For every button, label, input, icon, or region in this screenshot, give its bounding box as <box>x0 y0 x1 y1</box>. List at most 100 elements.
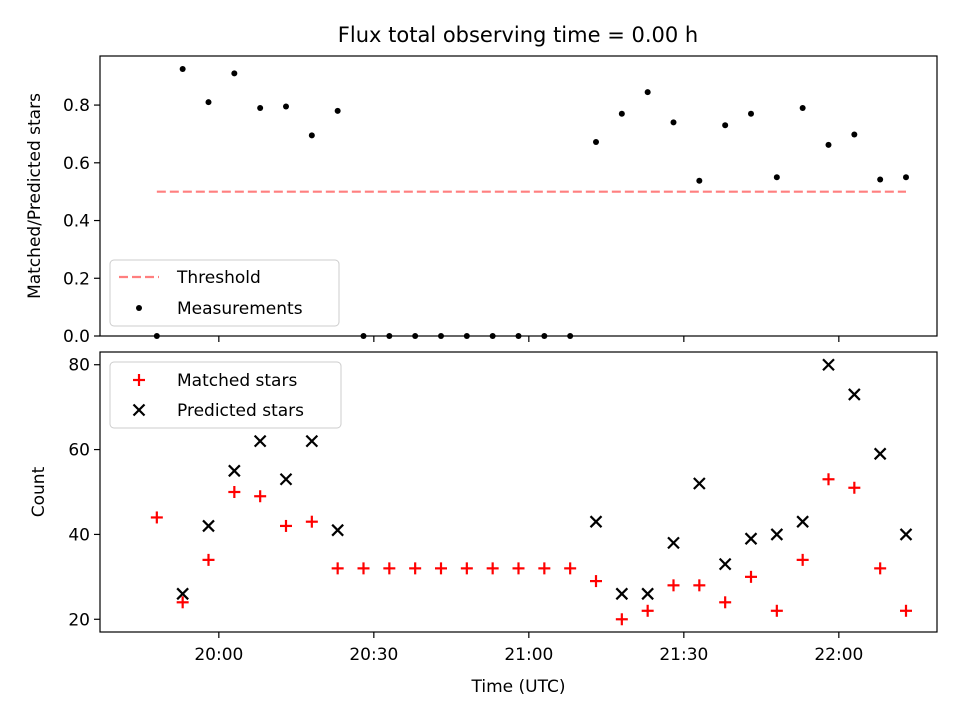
legend-matched-swatch <box>133 374 145 386</box>
predicted-point <box>202 519 215 533</box>
measurement-point <box>748 110 754 117</box>
predicted-point <box>279 472 293 486</box>
predicted-point <box>253 434 267 448</box>
marker-stroke <box>228 464 241 478</box>
matched-point <box>615 613 628 626</box>
marker-stroke <box>202 519 215 533</box>
marker-stroke <box>589 515 603 528</box>
predicted-point <box>667 536 680 550</box>
y-tick-label: 0.8 <box>63 96 90 116</box>
y-tick-label: 0.2 <box>63 269 90 289</box>
measurement-point <box>670 119 677 126</box>
predicted-point <box>822 358 835 372</box>
x-tick-label: 22:00 <box>814 645 863 665</box>
y-tick-label: 0.6 <box>63 154 90 174</box>
predicted-point <box>641 587 654 601</box>
predicted-point <box>589 515 603 528</box>
marker-stroke <box>331 523 344 537</box>
predicted-point <box>615 587 629 601</box>
y-tick-label: 40 <box>68 525 90 545</box>
matched-point <box>590 575 602 588</box>
matched-point <box>770 604 783 617</box>
matched-point <box>719 596 732 609</box>
measurement-point <box>179 65 186 72</box>
predicted-point <box>305 434 319 448</box>
measurement-point <box>593 139 599 146</box>
matched-point <box>331 562 344 575</box>
matched-point <box>796 553 809 566</box>
figure-title: Flux total observing time = 0.00 h <box>338 23 698 47</box>
measurement-point <box>334 107 341 114</box>
matched-point <box>693 579 706 592</box>
marker-stroke <box>693 477 706 490</box>
matched-point <box>848 481 861 494</box>
marker-stroke <box>718 557 732 571</box>
marker-stroke <box>848 388 861 401</box>
bottom-axes-frame <box>99 351 938 633</box>
marker-stroke <box>667 536 680 550</box>
predicted-point <box>693 477 706 490</box>
matched-point <box>176 596 189 609</box>
marker-stroke <box>176 587 189 601</box>
marker-stroke <box>744 532 758 545</box>
matched-point <box>280 519 292 532</box>
matched-point <box>745 570 757 583</box>
marker-stroke <box>873 447 887 461</box>
y-tick-label: 0.4 <box>63 212 90 232</box>
legend-measurements-swatch <box>136 305 142 311</box>
predicted-point <box>718 557 732 571</box>
y-tick-label: 80 <box>68 356 90 376</box>
y-tick-label: 0.0 <box>63 327 90 347</box>
measurement-point <box>257 104 264 111</box>
marker-stroke <box>822 358 835 372</box>
x-tick-label: 21:30 <box>659 645 708 665</box>
marker-stroke <box>770 528 784 541</box>
marker-stroke <box>899 528 913 541</box>
legend-predicted-label: Predicted stars <box>177 401 304 421</box>
measurement-point <box>231 70 238 77</box>
measurement-point <box>618 110 625 117</box>
matched-point <box>228 486 241 498</box>
x-tick-label: 21:00 <box>504 645 553 665</box>
y-tick-label: 20 <box>68 610 90 630</box>
x-axis-label: Time (UTC) <box>471 677 566 697</box>
measurement-point <box>283 103 289 110</box>
matched-point <box>305 515 318 528</box>
matched-point <box>357 562 370 575</box>
predicted-point <box>228 464 241 478</box>
top-axes-ratio: 0.0 0.2 0.4 0.6 0.8 Matched/Predicted stars Th… <box>25 55 938 347</box>
measurement-point <box>799 104 806 111</box>
matched-point <box>512 562 525 575</box>
predicted-point <box>796 515 809 528</box>
measurement-point <box>722 122 729 129</box>
marker-stroke <box>641 587 654 601</box>
predicted-point <box>744 532 758 545</box>
y-axis-label: Matched/Predicted stars <box>25 93 45 299</box>
matched-point <box>564 562 577 575</box>
matched-point <box>202 553 215 566</box>
x-tick-label: 20:00 <box>194 645 243 665</box>
legend-box <box>109 259 340 327</box>
matched-point <box>150 511 163 524</box>
top-axes-frame <box>99 55 938 337</box>
predicted-point <box>899 528 913 541</box>
predicted-point <box>331 523 344 537</box>
measurement-point <box>877 176 884 183</box>
measurement-point <box>851 131 858 138</box>
marker-stroke <box>132 403 146 417</box>
matched-point <box>667 579 680 592</box>
predicted-point <box>176 587 189 601</box>
measurement-point <box>644 89 651 96</box>
matched-point <box>874 562 887 575</box>
marker-stroke <box>279 472 293 486</box>
bottom-axes-counts: 20 40 60 80 20:00 20:30 21:00 21:30 22:00 Time (U… <box>29 351 938 697</box>
matched-point <box>383 562 396 575</box>
measurement-point <box>773 174 780 181</box>
measurement-point <box>696 177 703 184</box>
matched-point <box>822 473 835 486</box>
matched-point <box>538 562 551 575</box>
measurement-point <box>308 132 315 139</box>
predicted-point <box>848 388 861 401</box>
